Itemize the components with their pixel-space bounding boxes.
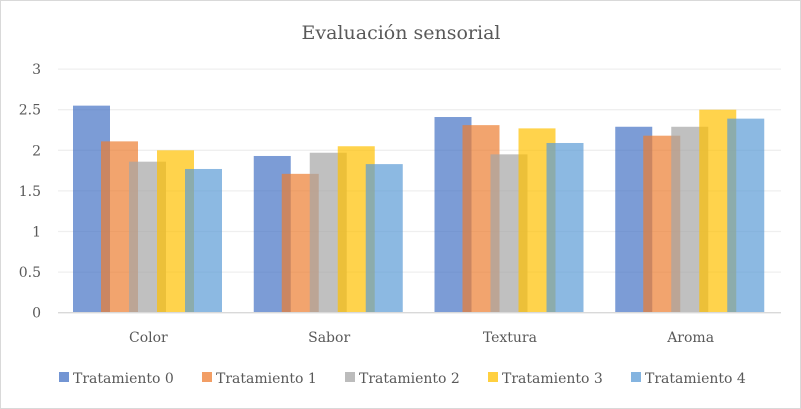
- legend-swatch: [345, 372, 355, 382]
- y-tick-label: 1: [32, 225, 41, 241]
- legend-swatch: [631, 372, 641, 382]
- y-tick-label: 0: [32, 306, 41, 322]
- y-tick-label: 2.5: [19, 103, 41, 119]
- bar-color-4: [185, 168, 222, 313]
- legend-swatch: [202, 372, 212, 382]
- legend-label: Tratamiento 2: [359, 371, 460, 387]
- x-tick-label: Sabor: [308, 330, 350, 346]
- y-tick-label: 1.5: [19, 184, 41, 200]
- x-tick-label: Aroma: [666, 330, 714, 346]
- bar-aroma-4: [727, 118, 765, 313]
- x-tick-label: Color: [129, 330, 168, 346]
- y-tick-label: 0.5: [19, 265, 41, 281]
- legend-label: Tratamiento 1: [216, 371, 317, 387]
- chart-title: Evaluación sensorial: [302, 22, 501, 44]
- x-tick-label: Textura: [483, 330, 537, 346]
- legend-label: Tratamiento 0: [73, 371, 174, 387]
- legend-label: Tratamiento 3: [502, 371, 603, 387]
- legend-swatch: [59, 372, 69, 382]
- legend-label: Tratamiento 4: [645, 371, 746, 387]
- legend-swatch: [488, 372, 498, 382]
- y-tick-label: 2: [32, 143, 41, 159]
- bar-sabor-4: [365, 164, 403, 313]
- bar-textura-4: [546, 142, 584, 313]
- y-tick-label: 3: [32, 62, 41, 78]
